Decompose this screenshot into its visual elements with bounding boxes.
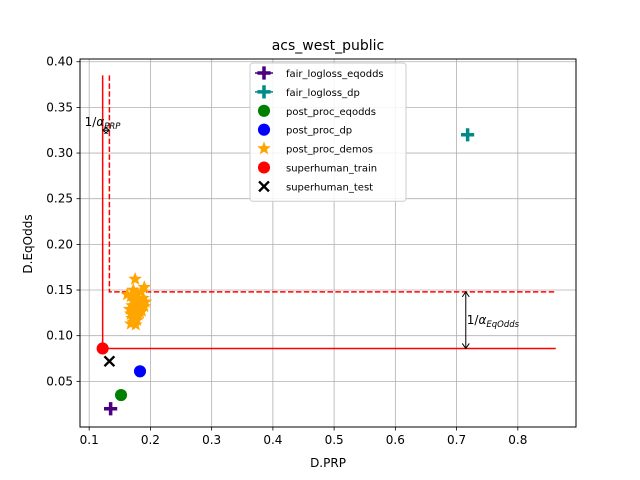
x-marker-stroke — [103, 355, 116, 368]
legend-box — [249, 62, 407, 202]
legend-marker — [257, 85, 271, 99]
post_proc_demos-point — [122, 302, 137, 316]
x-tick-label: 0.3 — [202, 433, 221, 447]
y-tick-label: 0.40 — [46, 55, 73, 69]
prp-alpha-label-alpha: α — [96, 115, 104, 129]
x-tick-label: 0.2 — [141, 433, 160, 447]
arrow-head — [461, 343, 470, 350]
eqodds-alpha-label-subscript: EqOdds — [486, 320, 519, 330]
post_proc_demos-point — [130, 286, 144, 300]
legend-marker — [258, 180, 270, 193]
x-tick-label: 0.5 — [325, 433, 344, 447]
post_proc_demos-point — [135, 303, 149, 317]
y-tick-label: 0.25 — [46, 192, 73, 206]
legend-marker — [257, 141, 271, 155]
y-tick-label: 0.30 — [46, 146, 73, 160]
legend-marker — [257, 66, 271, 80]
post_proc_demos-point — [126, 282, 141, 296]
post_proc_demos-point — [126, 304, 141, 318]
legend-label-fair_logloss_dp: fair_logloss_dp — [286, 88, 360, 99]
data-points — [96, 128, 475, 416]
x-tick-label: 0.4 — [263, 433, 282, 447]
legend-label-post_proc_eqodds: post_proc_eqodds — [286, 107, 376, 118]
post_proc_demos-point — [133, 305, 147, 319]
post_proc_dp-point — [133, 365, 147, 378]
x-axis-label: D.PRP — [310, 456, 346, 470]
post_proc_demos-point — [126, 293, 141, 307]
post_proc_demos-point — [133, 297, 148, 311]
prp-alpha-label: 1/αPRP — [85, 115, 122, 132]
post_proc_demos-point — [138, 294, 153, 308]
y-tick-label: 0.15 — [46, 283, 73, 297]
y-tick-label: 0.10 — [46, 329, 73, 343]
y-tick-label: 0.20 — [46, 237, 73, 251]
superhuman_test-point — [103, 355, 116, 368]
x-tick-label: 0.6 — [386, 433, 405, 447]
prp-alpha-label-main: 1/ — [85, 115, 98, 129]
eqodds-alpha-label-alpha: α — [478, 313, 486, 327]
post_proc_demos-point — [128, 295, 143, 309]
legend-marker — [257, 161, 271, 174]
post_proc_demos-point — [134, 284, 149, 298]
legend-label-superhuman_test: superhuman_test — [286, 182, 373, 193]
y-tick-label: 0.05 — [46, 374, 73, 388]
fair_logloss_eqodds-point — [104, 402, 118, 416]
fair_logloss_dp-point — [461, 128, 475, 142]
legend-label-post_proc_demos: post_proc_demos — [286, 145, 373, 156]
post_proc_demos-point — [130, 312, 144, 326]
superhuman_train-point — [96, 342, 109, 355]
post_proc_demos-point — [126, 314, 141, 328]
legend-label-superhuman_train: superhuman_train — [286, 164, 377, 175]
post_proc_eqodds-point — [114, 388, 128, 402]
x-marker-stroke — [258, 180, 270, 193]
post_proc_demos-point — [125, 298, 139, 312]
post_proc_demos-point — [123, 306, 138, 320]
legend-label-post_proc_dp: post_proc_dp — [286, 126, 352, 137]
test-boundary-line — [108, 75, 556, 293]
legend: fair_logloss_eqodds fair_logloss_dp post_p… — [249, 62, 407, 202]
post_proc_demos-point — [128, 271, 142, 285]
legend-marker — [257, 123, 271, 136]
plot-area-frame — [79, 58, 577, 428]
eqodds-alpha-label: 1/αEqOdds — [467, 313, 520, 330]
post_proc_demos-point — [137, 299, 152, 313]
legend-marker — [257, 104, 271, 117]
y-tick-label: 0.35 — [46, 100, 73, 114]
arrow-head — [104, 126, 111, 135]
x-tick-label: 0.1 — [80, 433, 99, 447]
post_proc_demos-point — [136, 291, 150, 305]
post_proc_demos-point — [137, 280, 152, 294]
post_proc_demos-point — [120, 287, 134, 301]
x-tick-label: 0.7 — [447, 433, 466, 447]
eqodds-alpha-label-main: 1/ — [467, 313, 480, 327]
y-axis-label: D.EqOdds — [21, 214, 35, 273]
x-tick-label: 0.8 — [508, 433, 527, 447]
post_proc_demos-point — [123, 289, 138, 303]
legend-label-fair_logloss_eqodds: fair_logloss_eqodds — [286, 69, 384, 80]
post_proc_demos-point — [128, 317, 143, 331]
post_proc_demos-point — [128, 309, 142, 323]
post_proc_demos-point — [125, 311, 139, 325]
chart-title: acs_west_public — [272, 38, 385, 54]
axis-ticks: 0.1 0.2 0.3 0.4 0.5 0.6 0.7 0.8 0.05 0.10 0.15 0.20… — [46, 55, 527, 447]
arrow-head — [461, 290, 470, 298]
prp-alpha-label-subscript: PRP — [104, 122, 121, 132]
